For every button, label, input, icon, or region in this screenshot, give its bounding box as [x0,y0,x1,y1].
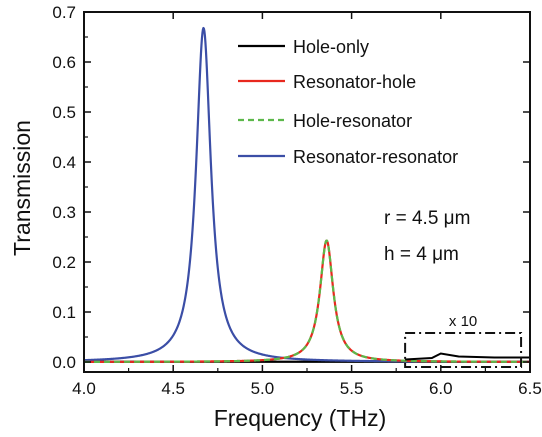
legend: Hole-only Resonator-hole Hole-resonator … [238,37,458,167]
legend-label-hole-only: Hole-only [293,37,369,57]
magnified-inset: x 10 [404,313,523,368]
series-line-resonator-hole [84,239,530,363]
inset-magnification-label: x 10 [449,313,477,330]
y-tick-label: 0.5 [52,103,76,122]
y-tick-label: 0.3 [52,203,76,222]
x-tick-label: 5.0 [251,379,275,398]
y-axis-title: Transmission [9,120,35,256]
legend-label-resonator-resonator: Resonator-resonator [293,147,458,167]
y-tick-label: 0.2 [52,253,76,272]
x-tick-label: 6.5 [518,379,542,398]
x-tick-label: 4.5 [161,379,185,398]
x-tick-label: 5.5 [340,379,364,398]
x-axis-title: Frequency (THz) [214,405,387,431]
x-tick-label: 6.0 [429,379,453,398]
series-line-hole-resonator [84,239,530,363]
axis-ticks: 4.0 4.5 5.0 5.5 6.0 6.5 0.0 0.1 0.2 0.3 0.4 0.5 0.6 0… [52,3,541,398]
inset-box [404,332,523,368]
series-line-hole-only-magnified [405,352,530,361]
y-tick-label: 0.6 [52,53,76,72]
radius-annotation: r = 4.5 μm [384,208,470,229]
plot-curves [84,26,530,363]
legend-label-resonator-hole: Resonator-hole [293,72,416,92]
x-tick-label: 4.0 [72,379,96,398]
legend-label-hole-resonator: Hole-resonator [293,111,412,131]
y-tick-label: 0.4 [52,153,76,172]
height-annotation: h = 4 μm [384,244,459,265]
y-tick-label: 0.0 [52,353,76,372]
y-tick-label: 0.7 [52,3,76,22]
y-tick-label: 0.1 [52,303,76,322]
